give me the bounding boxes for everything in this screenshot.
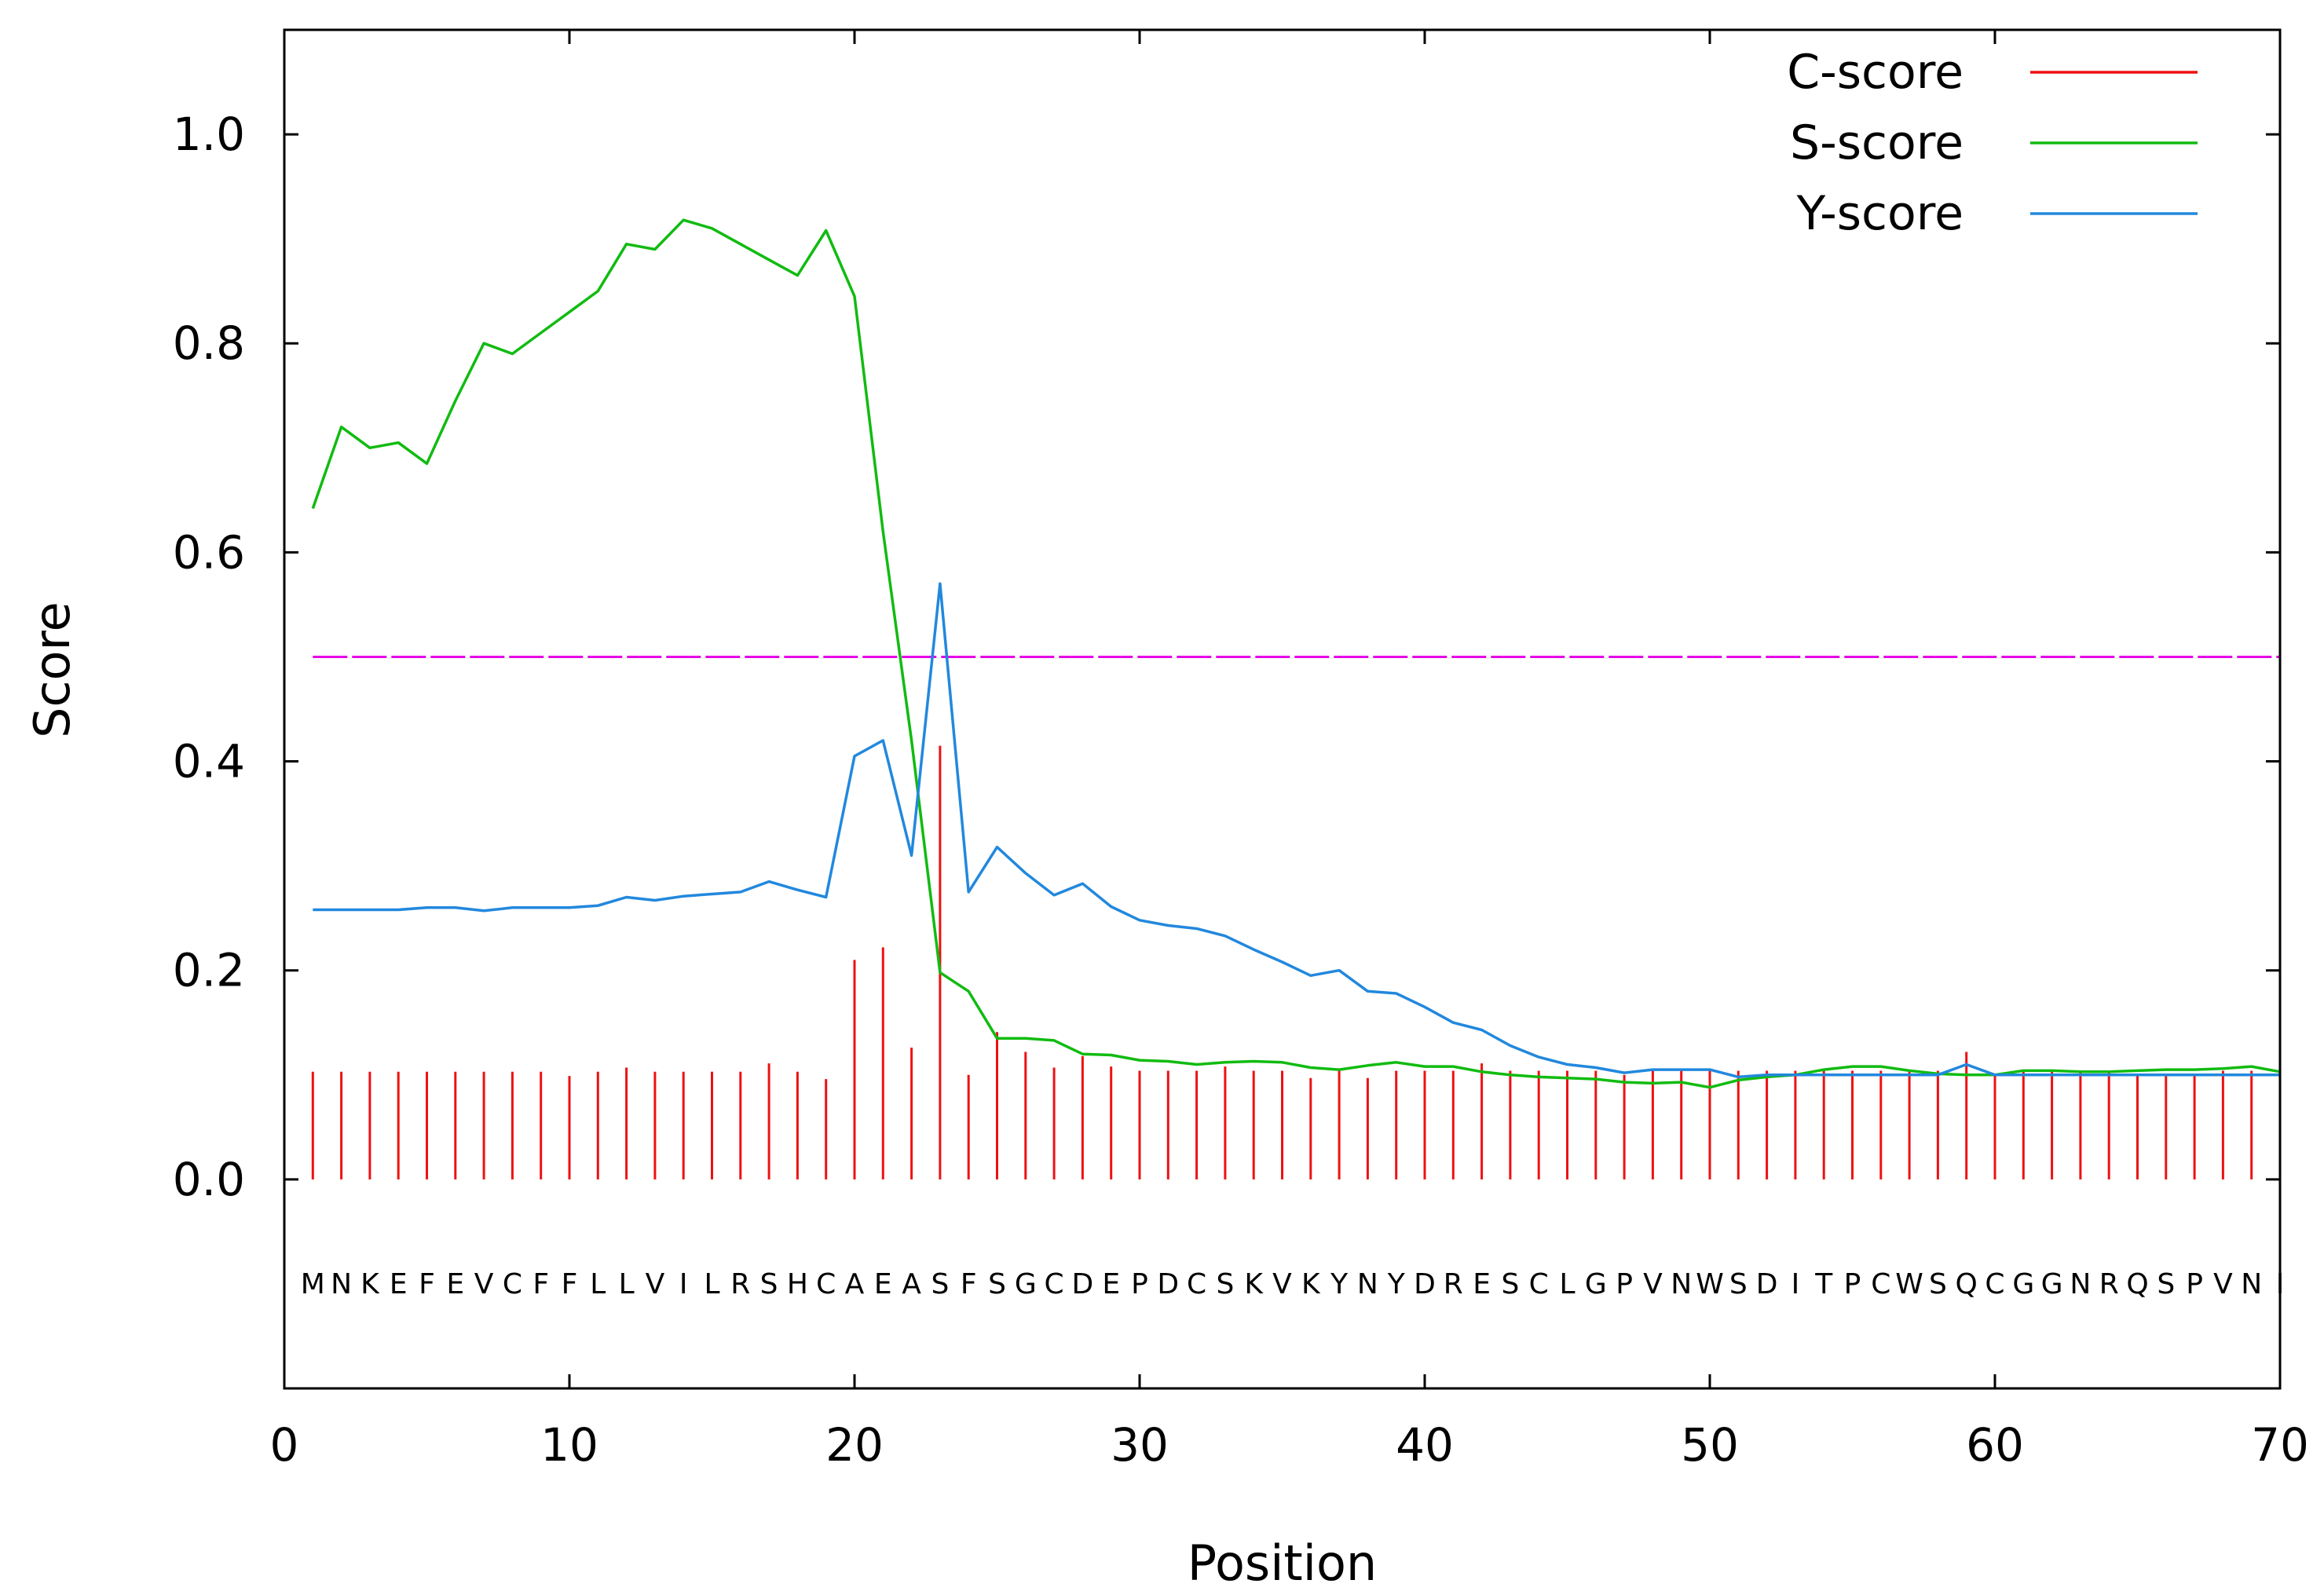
sequence-residue-label: V [1272,1268,1292,1300]
sequence-residue-label: N [2070,1268,2091,1300]
sequence-residue-label: L [590,1268,606,1300]
sequence-residue-label: R [2099,1268,2119,1300]
sequence-residue-label: C [816,1268,836,1300]
y-tick-label: 0.0 [173,1153,245,1206]
sequence-residue-label: G [2012,1268,2034,1300]
sequence-residue-label: Y [1330,1268,1349,1300]
sequence-residue-label: D [1072,1268,1094,1300]
sequence-residue-label: F [533,1268,549,1300]
sequence-residue-label: A [845,1268,865,1300]
sequence-residue-label: I [2276,1268,2285,1300]
y-tick-label: 0.8 [173,316,245,370]
sequence-residue-label: V [646,1268,665,1300]
sequence-residue-label: N [1357,1268,1378,1300]
sequence-residue-label: F [562,1268,578,1300]
sequence-residue-label: C [1045,1268,1064,1300]
sequence-residue-label: H [787,1268,808,1300]
sequence-residue-label: E [446,1268,464,1300]
sequence-residue-label: C [1985,1268,2004,1300]
y-tick-label: 0.4 [173,735,245,788]
y-tick-label: 0.2 [173,944,245,997]
sequence-residue-label: S [1216,1268,1234,1300]
sequence-residue-label: W [1696,1268,1724,1300]
sequence-residue-label: I [679,1268,688,1300]
sequence-residue-label: Y [1387,1268,1406,1300]
legend-label: C-score [1787,45,1964,100]
sequence-residue-label: A [902,1268,921,1300]
s-score-line [311,218,2281,1089]
y-score-line [313,582,2280,1079]
sequence-residue-label: N [2241,1268,2262,1300]
sequence-residue-label: Q [2126,1268,2148,1300]
legend: C-score S-score Y-score [1787,45,2198,241]
sequence-residue-label: T [1814,1268,1833,1300]
y-tick-label: 0.6 [173,525,245,579]
sequence-residue-label: E [390,1268,408,1300]
sequence-residue-label: V [2213,1268,2233,1300]
sequence-residue-label: D [1157,1268,1179,1300]
sequence-residue-label: L [704,1268,719,1300]
sequence-residue-label: C [1871,1268,1890,1300]
x-tick-label: 0 [270,1418,299,1472]
sequence-residue-label: E [1102,1268,1120,1300]
x-tick-label: 60 [1966,1418,2024,1472]
sequence-residue-label: W [1895,1268,1923,1300]
sequence-residue-label: N [331,1268,352,1300]
x-tick-label: 10 [540,1418,598,1472]
sequence-residue-label: G [2041,1268,2063,1300]
sequence-residue-label: N [1671,1268,1692,1300]
sequence-residue-label: L [1559,1268,1575,1300]
sequence-residue-label: E [874,1268,892,1300]
sequence-residue-label: C [503,1268,522,1300]
sequence-residue-label: S [2157,1268,2175,1300]
y-axis-title: Score [24,602,81,738]
sequence-residue-label: C [1529,1268,1549,1300]
sequence-residue-label: K [1244,1268,1264,1300]
sequence-residue-label: S [1729,1268,1748,1300]
sequence-residue-label: D [1414,1268,1436,1300]
sequence-residue-label: R [1444,1268,1463,1300]
sequence-residue-label: S [931,1268,949,1300]
sequence-residue-label: Q [1956,1268,1978,1300]
plot-frame [283,28,2282,1390]
sequence-residue-label: I [1791,1268,1800,1300]
sequence-residue-label: E [1473,1268,1491,1300]
legend-label: Y-score [1796,186,1964,241]
sequence-residue-label: R [730,1268,750,1300]
sequence-residue-label: F [961,1268,977,1300]
sequence-residue-label: P [1844,1268,1861,1300]
x-tick-label: 30 [1111,1418,1169,1472]
sequence-residue-label: S [760,1268,778,1300]
sequence-residue-label: P [1131,1268,1148,1300]
sequence-residue-label: V [1643,1268,1663,1300]
sequence-residue-label: V [474,1268,494,1300]
sequence-residue-label: M [301,1268,325,1300]
sequence-residue-label: S [988,1268,1006,1300]
axes: 0 10 20 30 40 50 60 700.00.20.40.60.81.0M N K E F E V… [173,28,2309,1472]
sequence-residue-label: P [1616,1268,1633,1300]
sequence-residue-label: K [360,1268,380,1300]
plot-area [311,218,2282,1180]
sequence-residue-label: G [1015,1268,1037,1300]
sequence-residue-label: S [1501,1268,1519,1300]
x-tick-label: 50 [1681,1418,1739,1472]
sequence-residue-label: P [2186,1268,2203,1300]
x-axis-title: Position [1188,1534,1377,1587]
x-tick-label: 40 [1396,1418,1454,1472]
legend-label: S-score [1790,115,1964,170]
y-tick-label: 1.0 [173,108,245,161]
sequence-residue-label: D [1756,1268,1778,1300]
sequence-residue-label: K [1301,1268,1321,1300]
x-tick-label: 20 [825,1418,884,1472]
sequence-residue-label: G [1585,1268,1607,1300]
sequence-residue-label: C [1187,1268,1206,1300]
sequence-residue-label: L [619,1268,635,1300]
sequence-residue-label: S [1929,1268,1947,1300]
x-tick-label: 70 [2251,1418,2309,1472]
sequence-residue-label: F [419,1268,435,1300]
